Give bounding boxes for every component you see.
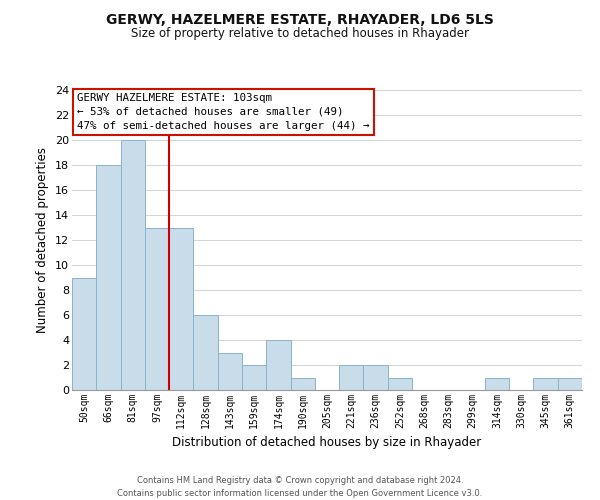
Text: Contains HM Land Registry data © Crown copyright and database right 2024.
Contai: Contains HM Land Registry data © Crown c… [118,476,482,498]
Bar [339,365,364,390]
Bar [145,228,169,390]
Y-axis label: Number of detached properties: Number of detached properties [37,147,49,333]
Bar [558,378,582,390]
Bar [121,140,145,390]
Text: GERWY HAZELMERE ESTATE: 103sqm
← 53% of detached houses are smaller (49)
47% of : GERWY HAZELMERE ESTATE: 103sqm ← 53% of … [77,93,370,131]
Bar [72,278,96,390]
Bar [169,228,193,390]
Text: GERWY, HAZELMERE ESTATE, RHAYADER, LD6 5LS: GERWY, HAZELMERE ESTATE, RHAYADER, LD6 5… [106,12,494,26]
Bar [485,378,509,390]
Bar [242,365,266,390]
Bar [290,378,315,390]
Bar [364,365,388,390]
X-axis label: Distribution of detached houses by size in Rhayader: Distribution of detached houses by size … [172,436,482,450]
Bar [193,315,218,390]
Bar [266,340,290,390]
Bar [96,165,121,390]
Text: Size of property relative to detached houses in Rhayader: Size of property relative to detached ho… [131,28,469,40]
Bar [388,378,412,390]
Bar [533,378,558,390]
Bar [218,352,242,390]
